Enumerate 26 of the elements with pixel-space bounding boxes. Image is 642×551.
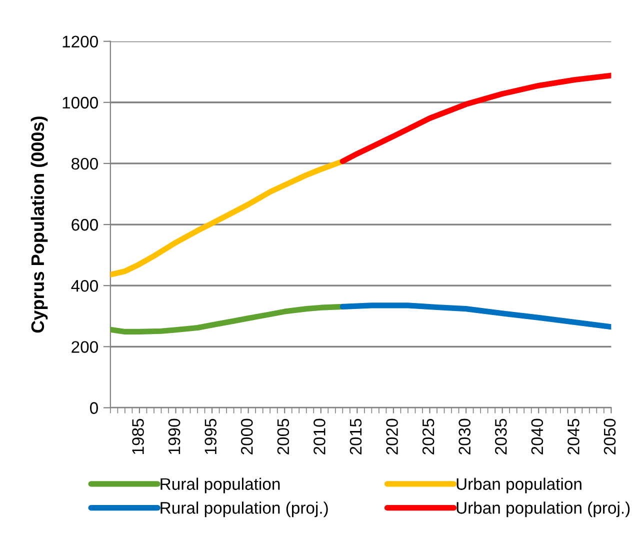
y-tick-label: 1200 [62, 36, 98, 48]
x-tick-label: 2050 [604, 418, 616, 454]
x-tick-label: 2000 [240, 418, 253, 454]
x-tick-label: 2010 [314, 418, 326, 454]
x-tick-label: 2045 [568, 418, 580, 454]
x-tick-label: 2035 [494, 418, 507, 454]
x-tick-label: 2040 [531, 418, 544, 454]
y-tick-label: 600 [72, 218, 98, 231]
legend-label: Rural population [160, 478, 280, 494]
x-tick-label: 1985 [132, 418, 144, 454]
x-tick-label: 1995 [204, 418, 216, 454]
y-tick-label: 0 [90, 402, 98, 414]
legend-label: Rural population (proj.) [160, 502, 328, 518]
y-tick-label: 200 [72, 341, 98, 353]
y-tick-label: 1000 [62, 96, 98, 109]
x-tick-label: 2030 [458, 418, 471, 454]
x-tick-label: 2005 [277, 418, 290, 454]
x-tick-label: 2015 [350, 418, 362, 454]
x-tick-label: 1990 [168, 418, 180, 454]
y-tick-label: 400 [71, 280, 98, 292]
legend-label: Urban population [456, 478, 582, 494]
y-tick-label: 800 [72, 158, 98, 170]
x-tick-label: 2025 [422, 418, 434, 454]
y-axis-title: Cyprus Population (000s) [30, 116, 48, 333]
x-tick-label: 2020 [386, 418, 398, 454]
legend-label: Urban population (proj.) [456, 502, 630, 518]
